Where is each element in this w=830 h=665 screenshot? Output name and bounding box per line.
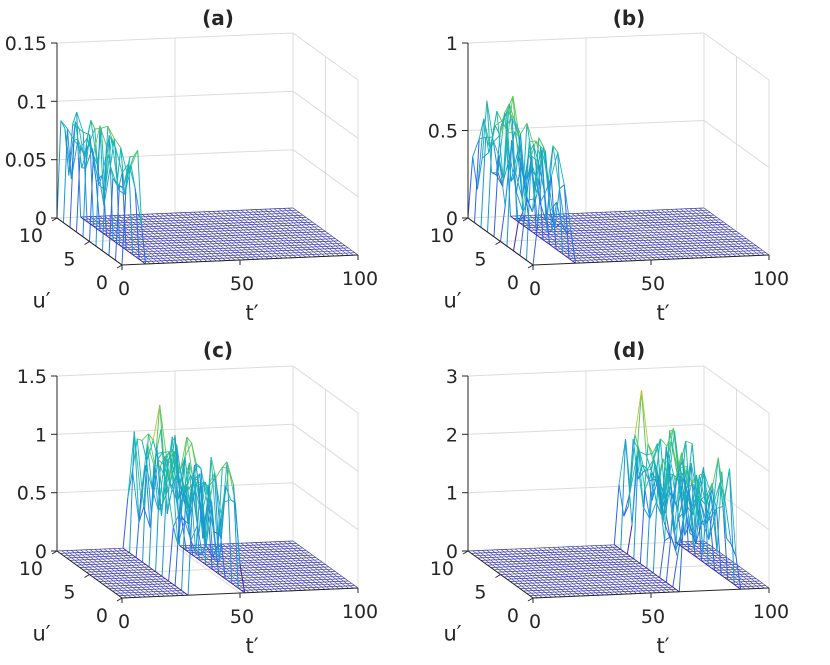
z-tick-label: 1.5 bbox=[17, 366, 47, 388]
spike-line bbox=[647, 473, 652, 568]
panel-title: (a) bbox=[202, 6, 234, 30]
z-tick-label: 1 bbox=[35, 424, 47, 446]
x-tick-label: 0 bbox=[529, 278, 541, 300]
spike-line bbox=[493, 135, 500, 142]
spike-line bbox=[131, 150, 138, 166]
y-axis-label: u′ bbox=[32, 622, 50, 646]
x-tick-label: 0 bbox=[118, 611, 130, 633]
y-axis-label: u′ bbox=[32, 289, 50, 313]
y-tick-mark bbox=[117, 598, 122, 601]
spike-line bbox=[142, 434, 149, 441]
panel-title: (d) bbox=[613, 338, 646, 362]
spike-line bbox=[224, 500, 231, 502]
z-tick-label: 2 bbox=[446, 424, 458, 446]
surface-spikes bbox=[57, 112, 146, 265]
x-tick-label: 100 bbox=[342, 601, 378, 623]
spike-line bbox=[494, 156, 499, 237]
y-axis-label: u′ bbox=[443, 622, 461, 646]
y-tick-label: 0 bbox=[96, 605, 108, 627]
y-tick-mark bbox=[85, 575, 90, 578]
spike-line bbox=[637, 390, 642, 456]
spike-line bbox=[627, 525, 632, 554]
y-tick-label: 5 bbox=[474, 249, 486, 271]
spike-line bbox=[169, 527, 174, 581]
spike-line bbox=[130, 432, 135, 553]
spike-line bbox=[123, 498, 128, 548]
x-tick-label: 50 bbox=[641, 273, 665, 295]
x-tick-label: 50 bbox=[230, 273, 254, 295]
x-axis-label: t′ bbox=[656, 301, 669, 325]
z-tick-label: 0.5 bbox=[428, 121, 458, 143]
x-tick-label: 0 bbox=[118, 278, 130, 300]
x-axis-label: t′ bbox=[656, 634, 669, 658]
spike-line bbox=[673, 557, 678, 587]
spike-line bbox=[501, 206, 506, 242]
z-tick-label: 3 bbox=[446, 366, 458, 388]
z-tick-label: 0 bbox=[446, 541, 458, 563]
panel-title: (c) bbox=[203, 338, 233, 362]
spike-line bbox=[614, 485, 619, 545]
surface-mesh bbox=[511, 208, 770, 263]
spike-line bbox=[101, 126, 108, 128]
panel-title: (b) bbox=[613, 6, 646, 30]
z-tick-label: 0 bbox=[446, 208, 458, 230]
spike-line bbox=[99, 185, 106, 190]
spike-line bbox=[137, 439, 142, 441]
z-tick-label: 0 bbox=[35, 208, 47, 230]
y-tick-mark bbox=[496, 575, 501, 578]
spike-line bbox=[508, 132, 515, 133]
y-tick-label: 5 bbox=[474, 582, 486, 604]
spike-line bbox=[74, 139, 78, 140]
y-tick-label: 0 bbox=[96, 272, 108, 294]
z-tick-label: 0.15 bbox=[5, 33, 47, 55]
spike-line bbox=[635, 390, 642, 434]
x-tick-label: 50 bbox=[641, 606, 665, 628]
spike-line bbox=[539, 138, 546, 152]
x-tick-label: 100 bbox=[753, 601, 789, 623]
spike-line bbox=[514, 223, 519, 251]
spike-line bbox=[660, 439, 667, 446]
z-tick-label: 1 bbox=[446, 483, 458, 505]
spike-line bbox=[660, 541, 665, 578]
z-tick-label: 0 bbox=[35, 541, 47, 563]
y-tick-mark bbox=[117, 265, 122, 268]
y-axis-label: u′ bbox=[443, 289, 461, 313]
y-tick-mark bbox=[528, 598, 533, 601]
mesh-line bbox=[690, 542, 755, 589]
spike-line bbox=[468, 157, 473, 218]
spike-line bbox=[222, 467, 229, 468]
spike-line bbox=[57, 121, 61, 218]
spike-line bbox=[686, 441, 693, 444]
z-tick-label: 0.05 bbox=[5, 150, 47, 172]
y-tick-label: 5 bbox=[63, 582, 75, 604]
spike-line bbox=[156, 466, 161, 571]
spike-line bbox=[481, 137, 486, 227]
y-tick-mark bbox=[85, 242, 90, 245]
spike-line bbox=[482, 153, 489, 159]
y-tick-label: 0 bbox=[507, 272, 519, 294]
z-tick-label: 0.1 bbox=[17, 91, 47, 113]
spike-line bbox=[644, 469, 651, 470]
x-tick-label: 0 bbox=[529, 611, 541, 633]
x-tick-label: 100 bbox=[753, 268, 789, 290]
y-tick-mark bbox=[496, 242, 501, 245]
y-tick-label: 5 bbox=[63, 249, 75, 271]
z-tick-label: 0.5 bbox=[17, 483, 47, 505]
y-tick-mark bbox=[528, 265, 533, 268]
x-tick-label: 50 bbox=[230, 606, 254, 628]
spike-line bbox=[560, 185, 565, 189]
x-tick-label: 100 bbox=[342, 268, 378, 290]
x-axis-label: t′ bbox=[245, 634, 258, 658]
x-axis-label: t′ bbox=[245, 301, 258, 325]
y-tick-label: 0 bbox=[507, 605, 519, 627]
z-tick-label: 1 bbox=[446, 33, 458, 55]
